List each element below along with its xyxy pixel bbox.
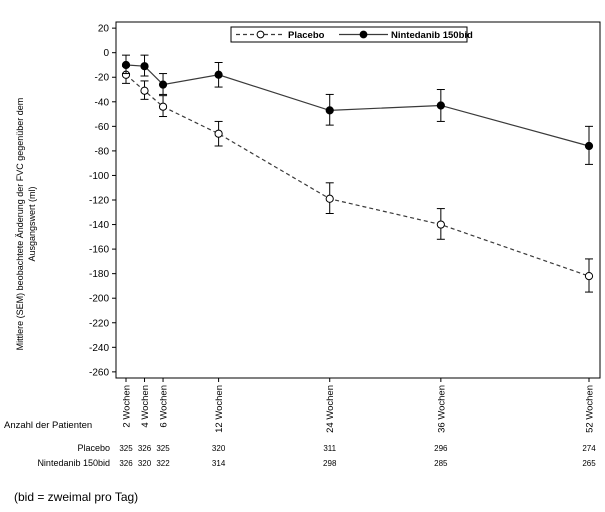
legend-label: Placebo [288,30,325,41]
patient-table-title: Anzahl der Patienten [4,420,93,431]
table-cell-count: 285 [434,459,448,468]
y-tick-label: -200 [89,294,109,305]
table-cell-count: 326 [137,444,152,453]
data-point [325,106,334,115]
y-tick-label: -180 [89,269,109,280]
table-cell-count: 298 [323,459,337,468]
data-point [584,272,594,281]
table-row-label: Placebo [77,443,110,453]
y-tick-label: -220 [89,318,109,329]
y-tick-label: -120 [89,196,109,207]
series-line [125,74,590,277]
y-tick-label: 0 [103,48,109,59]
y-tick-label: -240 [89,343,109,354]
y-axis-label: Mittlere (SEM) beobachtete Änderung der … [14,74,54,374]
footnote: (bid = zweimal pro Tag) [14,490,139,504]
data-point [158,80,168,89]
y-tick-label: -20 [95,73,110,84]
data-point [214,129,223,138]
y-tick-label: -40 [95,97,110,108]
table-cell-count: 325 [156,444,170,453]
y-tick-label: -160 [89,245,109,256]
data-point [214,70,223,79]
y-axis-label-text: Mittlere (SEM) beobachtete Änderung der … [15,97,37,351]
y-tick-label: -100 [89,171,109,182]
x-tick-label: 2 Wochen [122,385,133,428]
data-point [436,101,445,110]
data-point [436,220,445,229]
x-tick-label: 36 Wochen [436,385,447,433]
data-point [140,86,149,95]
data-point [158,102,168,111]
table-cell-count: 320 [211,444,226,453]
table-cell-count: 296 [434,444,448,453]
series-line [125,64,590,147]
table-row-label: Nintedanib 150bid [37,458,110,468]
table-cell-count: 274 [582,444,596,453]
legend-marker [256,30,265,39]
y-tick-label: 20 [98,24,110,35]
y-tick-label: -260 [89,367,109,378]
y-tick-label: -80 [95,146,110,157]
data-point [584,141,594,151]
x-tick-label: 24 Wochen [325,385,336,433]
table-cell-count: 325 [119,444,133,453]
x-tick-label: 52 Wochen [585,385,596,433]
legend-marker [359,30,368,39]
data-point [121,60,131,70]
legend-label: Nintedanib 150bid [391,30,473,41]
y-tick-label: -60 [95,122,110,133]
table-cell-count: 326 [119,459,133,468]
table-cell-count: 314 [211,459,226,468]
table-cell-count: 320 [137,459,152,468]
table-cell-count: 265 [582,459,596,468]
x-tick-label: 6 Wochen [159,385,170,428]
x-tick-label: 12 Wochen [214,385,225,433]
table-cell-count: 311 [323,444,337,453]
plot-frame [115,21,601,379]
data-point [325,194,334,203]
x-tick-label: 4 Wochen [140,385,151,428]
table-cell-count: 322 [156,459,170,468]
y-tick-label: -140 [89,220,109,231]
data-point [140,62,149,71]
